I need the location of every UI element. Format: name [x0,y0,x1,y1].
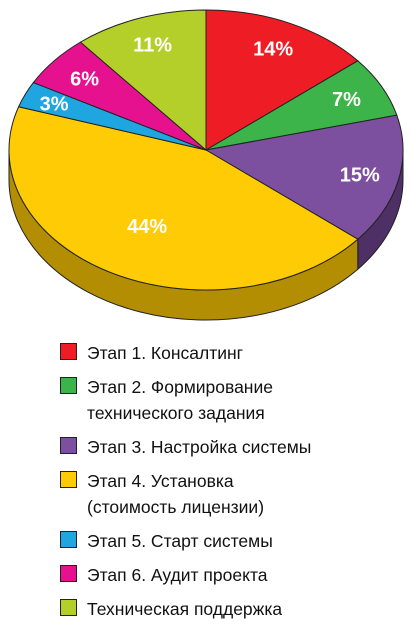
legend-item: Этап 4. Установка (стоимость лицензии) [60,468,405,520]
data-label-2: 7% [332,89,361,111]
pie-chart-svg: 14% 7% 15% 44% 3%6% 11% [8,9,404,321]
data-label-4: 44% [127,216,167,238]
legend-swatch [60,437,77,454]
data-label-1: 14% [253,39,293,61]
legend-swatch [60,471,77,488]
legend-item: Этап 2. Формирование технического задани… [60,374,405,426]
legend: Этап 1. Консалтинг Этап 2. Формирование т… [60,340,405,630]
legend-item: Техническая поддержка [60,596,405,622]
legend-swatch [60,531,77,548]
legend-label: Этап 3. Настройка системы [87,437,312,457]
data-label-7: 11% [133,35,172,57]
legend-swatch [60,377,77,394]
legend-label: Этап 6. Аудит проекта [87,565,268,585]
pie-slice-1 [205,9,359,151]
legend-label: Этап 1. Консалтинг [87,343,244,363]
data-label-3: 15% [340,164,380,186]
legend-item: Этап 3. Настройка системы [60,434,405,460]
legend-swatch [60,599,77,616]
data-label-6: 6% [70,69,99,91]
pie-slice-7 [79,9,207,152]
pie-slice-4 [8,106,359,291]
legend-label: Техническая поддержка [87,599,283,619]
legend-item: Этап 5. Старт системы [60,528,405,554]
legend-swatch [60,343,77,360]
data-label-5: 3% [40,93,69,115]
legend-label: Этап 5. Старт системы [87,531,273,551]
legend-item: Этап 6. Аудит проекта [60,562,405,588]
legend-swatch [60,565,77,582]
legend-item: Этап 1. Консалтинг [60,340,405,366]
legend-label: Этап 2. Формирование технического задани… [87,377,273,423]
pie-slice-3 [204,114,404,240]
legend-label: Этап 4. Установка (стоимость лицензии) [87,471,265,517]
